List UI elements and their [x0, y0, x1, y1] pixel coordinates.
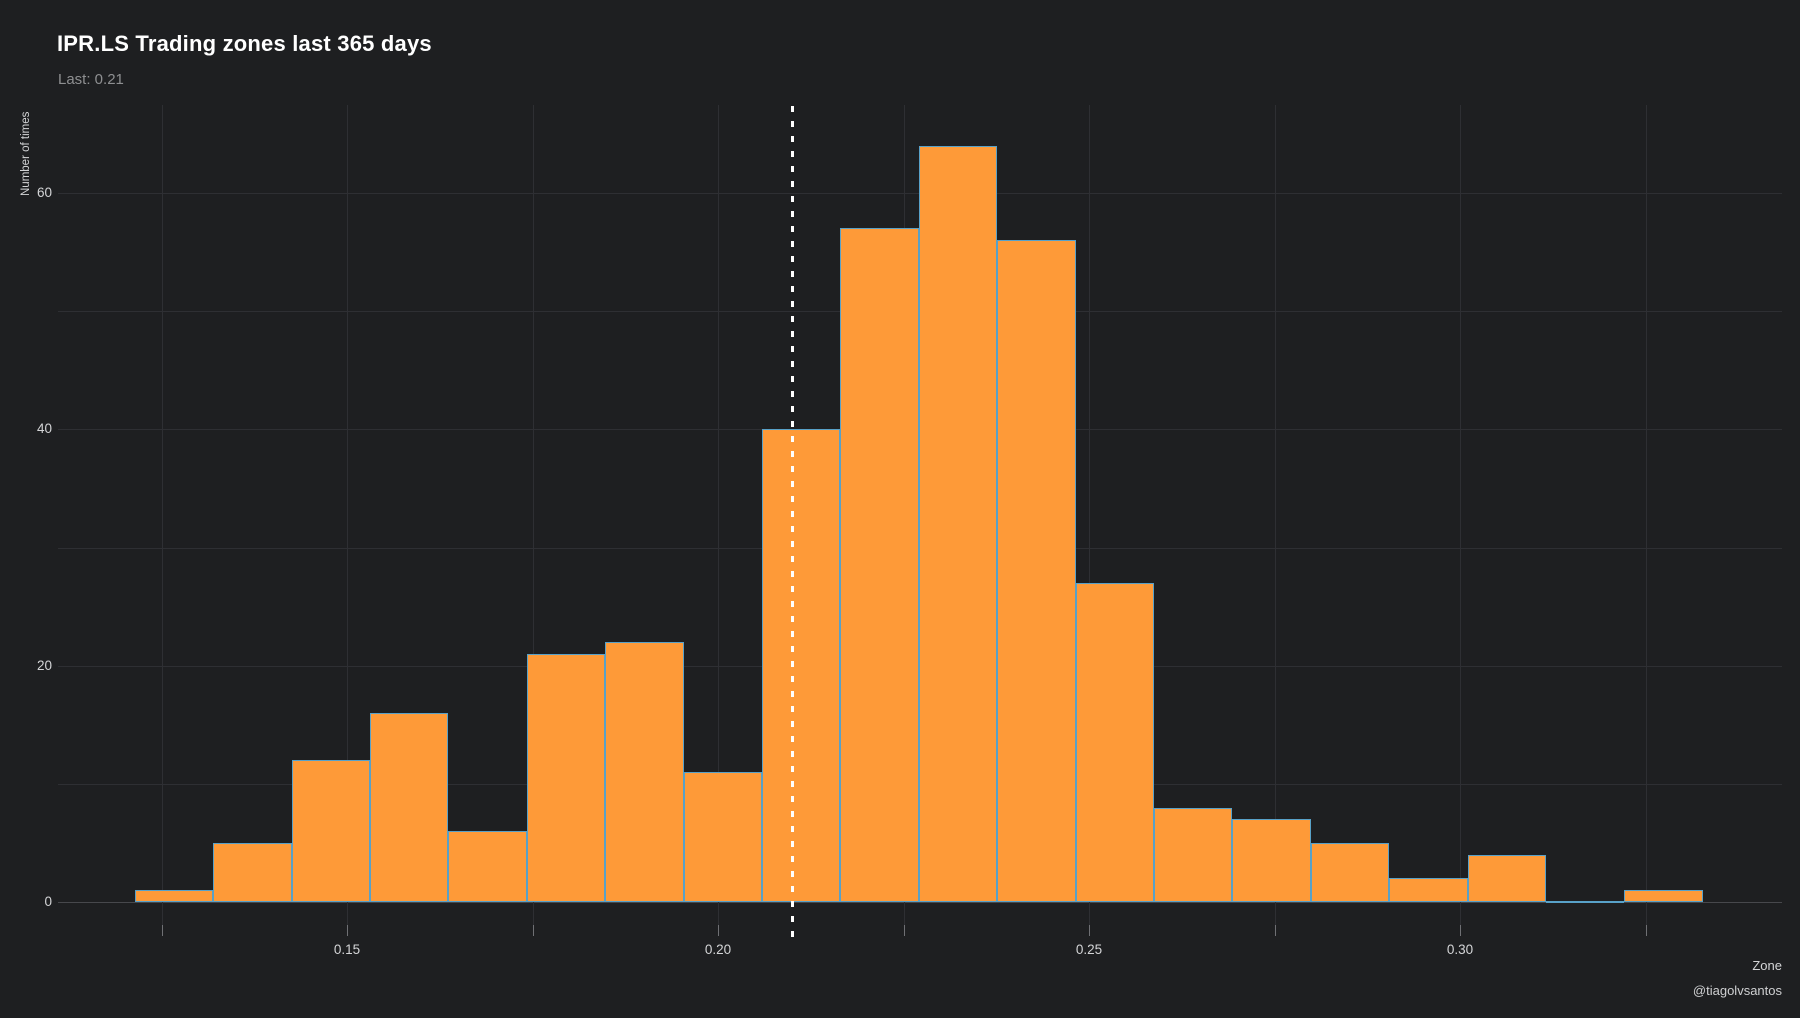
x-tick-mark — [161, 925, 163, 936]
x-tick-mark — [718, 925, 719, 936]
x-tick-mark — [347, 925, 348, 936]
y-tick-label: 20 — [36, 657, 52, 673]
x-axis-title: Zone — [1752, 958, 1782, 973]
histogram-bar[interactable] — [1310, 842, 1390, 902]
histogram-bar-empty[interactable] — [1546, 901, 1625, 903]
x-tick-mark — [1645, 925, 1647, 936]
histogram-bar[interactable] — [1624, 890, 1703, 902]
x-tick-label: 0.20 — [704, 942, 732, 957]
histogram-bar[interactable] — [1154, 807, 1233, 902]
y-tick-label: 60 — [36, 185, 52, 200]
x-gridline — [347, 105, 348, 925]
x-tick-mark — [903, 925, 905, 936]
histogram-bar[interactable] — [918, 145, 998, 902]
x-tick-label: 0.15 — [333, 942, 361, 957]
histogram-bar[interactable] — [1467, 854, 1546, 902]
histogram-bar[interactable] — [1389, 878, 1468, 902]
histogram-bar[interactable] — [762, 429, 841, 902]
histogram-bar[interactable] — [526, 653, 606, 902]
histogram-bar[interactable] — [448, 831, 527, 902]
y-tick-label: 40 — [36, 421, 52, 437]
histogram-bar[interactable] — [997, 240, 1076, 902]
x-gridline — [718, 105, 719, 925]
x-tick-mark — [1460, 925, 1461, 936]
histogram-bar[interactable] — [370, 712, 449, 902]
histogram-bar[interactable] — [1232, 819, 1311, 902]
x-gridline — [1089, 105, 1090, 925]
author-watermark: @tiagolvsantos — [1692, 983, 1782, 998]
x-gridline — [1460, 105, 1461, 925]
histogram-bar[interactable] — [291, 760, 370, 902]
x-tick-mark — [1274, 925, 1276, 936]
y-tick-label: 0 — [44, 894, 52, 909]
x-tick-label: 0.25 — [1075, 942, 1103, 957]
histogram-bar[interactable] — [605, 642, 684, 902]
y-zero-line — [58, 902, 1782, 903]
x-tick-mark — [532, 925, 534, 936]
x-gridline — [1274, 105, 1276, 925]
x-tick-label: 0.30 — [1446, 942, 1474, 957]
histogram-bar[interactable] — [134, 890, 214, 902]
x-tick-mark — [1089, 925, 1090, 936]
last-value-label: Last: 0.21 — [58, 71, 124, 88]
page-title: IPR.LS Trading zones last 365 days — [57, 31, 432, 56]
histogram-bar[interactable] — [1075, 582, 1154, 902]
histogram-bar[interactable] — [840, 228, 919, 902]
histogram-bar[interactable] — [213, 842, 292, 902]
x-gridline — [532, 105, 534, 925]
x-gridline — [161, 105, 163, 925]
histogram-bar[interactable] — [683, 772, 762, 902]
x-gridline — [1645, 105, 1647, 925]
last-value-marker-line — [790, 106, 794, 944]
